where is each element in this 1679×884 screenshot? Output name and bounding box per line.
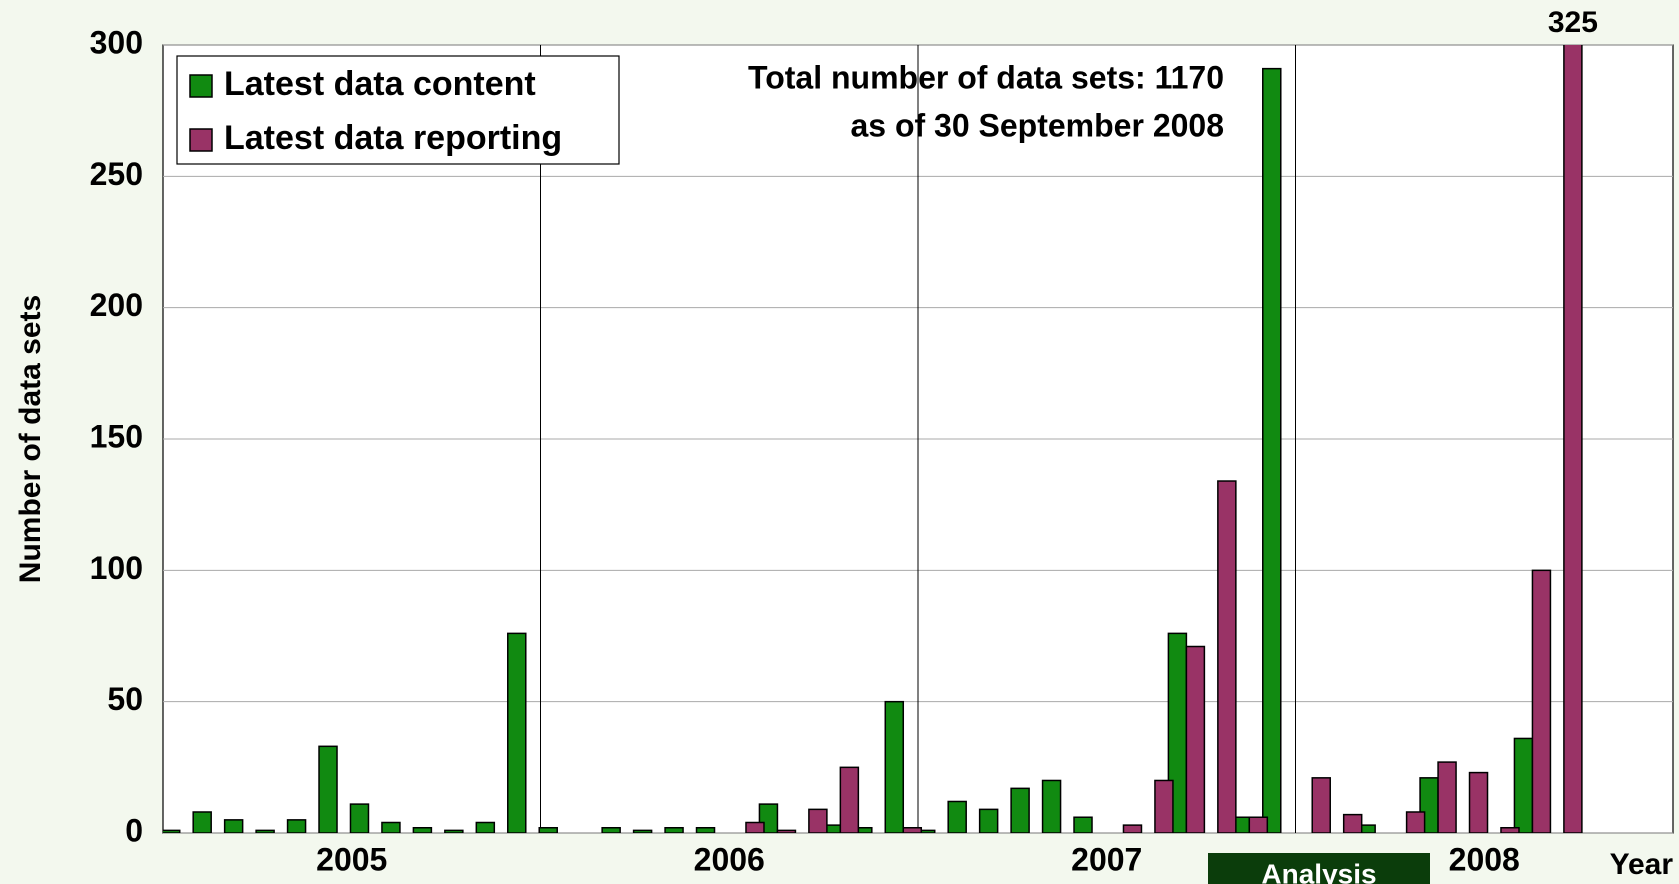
x-axis-title: Year [1610, 848, 1674, 881]
bar [947, 800, 967, 833]
bar [444, 829, 464, 833]
bar [1500, 826, 1520, 833]
x-group-label: 2008 [1449, 841, 1520, 877]
bar [1513, 737, 1534, 833]
bar [1185, 645, 1206, 833]
y-tick-label: 50 [107, 681, 143, 717]
data-label: 325 [1548, 6, 1598, 39]
bar [1217, 480, 1237, 833]
bar [381, 821, 401, 833]
bar [1010, 787, 1030, 833]
bar [902, 826, 923, 833]
bar [255, 829, 275, 833]
bar [745, 821, 765, 833]
analysis-button[interactable] [1208, 853, 1430, 884]
y-tick-label: 0 [125, 812, 143, 848]
legend-swatch [189, 128, 213, 152]
annotation: Total number of data sets: 1170 [748, 59, 1224, 95]
y-tick-label: 150 [90, 418, 143, 454]
y-axis-title: Number of data sets [14, 295, 47, 583]
analysis-button-label[interactable]: Analysis [1261, 858, 1376, 884]
bar [884, 700, 905, 833]
legend-swatch [189, 74, 213, 98]
bar [632, 829, 653, 833]
bar [1405, 811, 1426, 833]
bar [1531, 569, 1552, 833]
bar [1122, 824, 1143, 833]
bar [412, 826, 433, 833]
bar [664, 826, 684, 833]
bar [776, 829, 797, 833]
bar [318, 745, 338, 833]
bar [1262, 67, 1282, 833]
bars [163, 45, 1583, 833]
bar [1041, 779, 1062, 833]
bar [1468, 771, 1489, 833]
x-group-label: 2006 [694, 841, 765, 877]
bar [839, 766, 860, 833]
legend-label: Latest data reporting [224, 119, 562, 157]
y-tick-label: 300 [90, 24, 143, 60]
bar [163, 829, 181, 833]
legend-label: Latest data content [224, 65, 536, 103]
bar [1342, 813, 1363, 833]
y-tick-label: 250 [90, 156, 143, 192]
bar [695, 826, 716, 833]
bar [538, 826, 558, 833]
bar [1154, 779, 1174, 833]
y-tick-label: 100 [90, 550, 143, 586]
bar [223, 819, 244, 833]
bar [349, 803, 370, 833]
bar [808, 808, 828, 833]
bar [1563, 45, 1583, 833]
annotation: as of 30 September 2008 [850, 107, 1224, 143]
bar [1437, 761, 1457, 833]
y-tick-label: 200 [90, 287, 143, 323]
bar [475, 821, 496, 833]
legend-box [176, 55, 620, 165]
x-group-label: 2007 [1071, 841, 1142, 877]
bar [286, 819, 307, 833]
bar [1073, 816, 1093, 833]
bar [978, 808, 999, 833]
x-group-label: 2005 [316, 841, 387, 877]
bar [192, 811, 212, 833]
bar [507, 632, 527, 833]
bar [601, 826, 621, 833]
bar [1311, 777, 1331, 833]
bar [1248, 816, 1269, 833]
